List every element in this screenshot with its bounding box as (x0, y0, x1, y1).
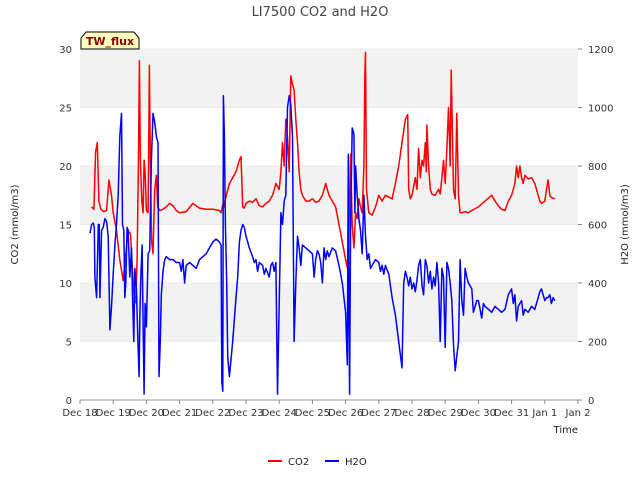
y-left-tick-label-6: 30 (59, 45, 72, 56)
x-tick-label-8: Dec 26 (328, 408, 363, 419)
y-axis-right-label: H2O (mmol/m3) (620, 184, 631, 265)
y-left-tick-label-1: 5 (66, 338, 72, 349)
x-tick-label-6: Dec 24 (262, 408, 297, 419)
x-axis-label: Time (553, 425, 578, 436)
x-tick-label-13: Dec 31 (494, 408, 529, 419)
badge-label: TW_flux (86, 35, 134, 48)
y-right-tick-label-5: 1000 (588, 104, 613, 115)
y-right-tick-label-0: 0 (588, 396, 594, 407)
y-right-tick-label-3: 600 (588, 221, 607, 232)
y-left-tick-label-4: 20 (59, 162, 72, 173)
x-tick-label-3: Dec 21 (162, 408, 197, 419)
shaded-band-0 (80, 283, 578, 342)
y-left-tick-label-2: 10 (59, 279, 72, 290)
x-tick-label-14: Jan 1 (531, 408, 557, 419)
x-tick-label-12: Dec 30 (461, 408, 496, 419)
y-axis-left-label: CO2 (mmol/m3) (10, 184, 21, 264)
y-left-tick-label-5: 25 (59, 104, 72, 115)
chart-title: LI7500 CO2 and H2O (252, 5, 389, 20)
x-tick-label-7: Dec 25 (295, 408, 330, 419)
x-tick-label-5: Dec 23 (228, 408, 263, 419)
y-right-tick-label-1: 200 (588, 338, 607, 349)
y-right-tick-label-2: 400 (588, 279, 607, 290)
y-left-tick-label-0: 0 (66, 396, 72, 407)
legend-label-h2o: H2O (345, 457, 367, 468)
badge-shape (80, 31, 140, 50)
x-tick-label-11: Dec 29 (428, 408, 463, 419)
legend-label-co2: CO2 (288, 457, 309, 468)
x-tick-label-4: Dec 22 (195, 408, 230, 419)
legend: CO2 H2O (268, 457, 367, 468)
y-right-tick-label-4: 800 (588, 162, 607, 173)
x-tick-label-0: Dec 18 (62, 408, 97, 419)
x-tick-label-1: Dec 19 (96, 408, 131, 419)
y-left-tick-label-3: 15 (59, 221, 72, 232)
series-lines (89, 51, 556, 395)
x-tick-label-9: Dec 27 (361, 408, 396, 419)
x-tick-label-10: Dec 28 (394, 408, 429, 419)
y-right-tick-label-6: 1200 (588, 45, 613, 56)
tw-flux-badge: TW_flux (80, 31, 140, 50)
series-line-h2o (89, 95, 556, 395)
x-tick-label-15: Jan 2 (565, 408, 591, 419)
x-tick-label-2: Dec 20 (129, 408, 164, 419)
shaded-band-2 (80, 49, 578, 108)
